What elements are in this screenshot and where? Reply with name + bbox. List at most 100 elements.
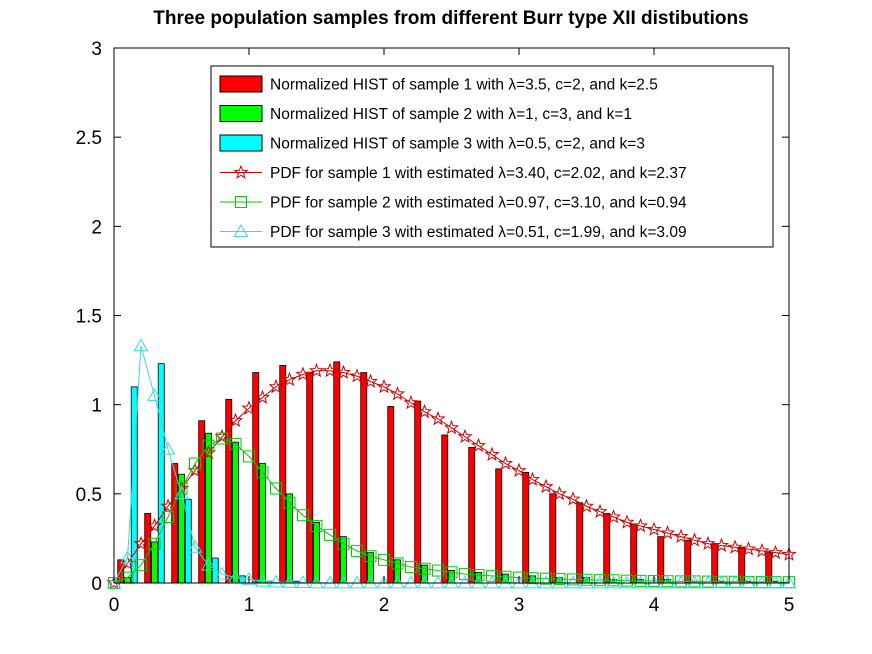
- pdf-marker-sample-1: [511, 462, 527, 478]
- pdf-marker-sample-3: [187, 539, 203, 553]
- bar-sample-1: [468, 447, 476, 584]
- legend-swatch-hist-2: [219, 105, 263, 122]
- bar-sample-1: [333, 361, 341, 584]
- pdf-marker-sample-1: [767, 544, 784, 560]
- chart-title: Three population samples from different …: [153, 8, 748, 29]
- legend: Normalized HIST of sample 1 with λ=3.5, …: [210, 65, 774, 248]
- y-tick-label: 0.5: [76, 485, 102, 506]
- pdf-marker-sample-3: [255, 573, 270, 587]
- pdf-marker-sample-3: [781, 575, 797, 589]
- pdf-marker-sample-2: [189, 457, 201, 470]
- y-axis: 0 0.5 1 1.5 2 2.5 3: [76, 39, 789, 595]
- bar-sample-1: [279, 365, 287, 584]
- pdf-marker-sample-1: [295, 366, 311, 381]
- pdf-marker-sample-2: [202, 439, 215, 452]
- pdf-marker-sample-1: [538, 478, 554, 494]
- pdf-marker-sample-3: [606, 575, 621, 589]
- pdf-marker-sample-1: [430, 410, 446, 426]
- pdf-marker-sample-2: [540, 572, 552, 585]
- pdf-marker-sample-1: [646, 521, 662, 536]
- pdf-marker-sample-1: [133, 535, 149, 551]
- pdf-marker-sample-1: [592, 503, 608, 519]
- pdf-marker-sample-1: [173, 480, 190, 495]
- bar-sample-1: [603, 513, 611, 584]
- pdf-marker-sample-2: [337, 537, 350, 550]
- y-tick-label: 2.5: [76, 128, 102, 149]
- pdf-marker-sample-2: [391, 557, 404, 570]
- pdf-marker-sample-1: [322, 362, 338, 378]
- legend-swatch-hist-3: [219, 134, 263, 152]
- pdf-marker-sample-1: [349, 368, 365, 383]
- pdf-marker-sample-1: [754, 542, 770, 558]
- pdf-marker-sample-3: [376, 575, 392, 589]
- pdf-marker-sample-3: [727, 575, 743, 589]
- pdf-marker-sample-1: [605, 509, 622, 524]
- pdf-marker-sample-3: [754, 575, 770, 589]
- pdf-marker-sample-1: [119, 555, 136, 570]
- pdf-marker-sample-2: [310, 519, 323, 532]
- pdf-marker-sample-3: [295, 575, 311, 589]
- legend-swatch-hist-1: [219, 75, 263, 93]
- bar-sample-1: [549, 493, 557, 584]
- pdf-marker-sample-3: [633, 575, 648, 589]
- pdf-marker-sample-3: [430, 575, 446, 589]
- pdf-marker-sample-2: [526, 572, 539, 585]
- pdf-marker-sample-1: [416, 403, 433, 419]
- pdf-marker-sample-3: [579, 575, 594, 589]
- pdf-marker-sample-1: [673, 528, 689, 544]
- pdf-marker-sample-2: [459, 568, 471, 581]
- pdf-marker-sample-3: [700, 575, 716, 589]
- pdf-marker-sample-3: [565, 575, 581, 589]
- pdf-marker-sample-3: [147, 388, 162, 402]
- bar-sample-1: [360, 372, 368, 584]
- pdf-marker-sample-3: [268, 574, 284, 588]
- pdf-marker-sample-2: [378, 553, 390, 566]
- pdf-marker-sample-3: [660, 575, 675, 589]
- pdf-marker-sample-3: [336, 575, 351, 589]
- pdf-marker-sample-2: [634, 574, 647, 587]
- bar-sample-1: [684, 539, 692, 584]
- legend-label-hist-1: Normalized HIST of sample 1 with λ=3.5, …: [270, 77, 658, 94]
- bar-sample-1: [495, 468, 503, 584]
- pdf-marker-sample-3: [552, 575, 567, 589]
- pdf-marker-sample-1: [740, 541, 757, 556]
- pdf-marker-sample-2: [418, 562, 431, 575]
- bar-sample-1: [387, 406, 395, 584]
- legend-box: [210, 65, 774, 248]
- pdf-marker-sample-1: [470, 437, 487, 453]
- pdf-marker-sample-1: [281, 371, 298, 387]
- pdf-marker-sample-1: [241, 400, 257, 415]
- pdf-marker-sample-3: [687, 575, 702, 589]
- pdf-marker-sample-2: [216, 432, 228, 445]
- legend-marker-pdf-1: [233, 164, 249, 179]
- bar-sample-1: [522, 472, 530, 584]
- pdf-marker-sample-3: [106, 575, 122, 589]
- pdf-marker-sample-1: [713, 537, 730, 552]
- pdf-marker-sample-1: [619, 514, 635, 529]
- pdf-marker-sample-1: [335, 364, 352, 379]
- legend-label-hist-2: Normalized HIST of sample 2 with λ=1, c=…: [270, 106, 632, 123]
- pdf-marker-sample-1: [146, 517, 163, 533]
- pdf-marker-sample-3: [768, 575, 783, 589]
- pdf-marker-sample-3: [214, 566, 230, 580]
- pdf-marker-sample-2: [621, 574, 633, 587]
- pdf-marker-sample-2: [148, 537, 161, 550]
- bar-sample-2: [259, 463, 266, 584]
- bar-sample-1: [171, 463, 179, 584]
- pdf-marker-sample-3: [390, 575, 405, 589]
- pdf-marker-sample-3: [525, 575, 540, 589]
- x-tick-label: 4: [649, 595, 660, 616]
- pdf-marker-sample-1: [403, 394, 419, 410]
- pdf-marker-sample-3: [417, 575, 432, 589]
- pdf-marker-sample-2: [567, 573, 579, 586]
- y-tick-label: 3: [91, 39, 102, 60]
- pdf-marker-sample-1: [565, 491, 581, 506]
- pdf-marker-sample-2: [594, 574, 606, 587]
- y-tick-label: 2: [91, 217, 102, 238]
- pdf-marker-sample-2: [162, 511, 174, 524]
- pdf-marker-sample-2: [364, 550, 377, 563]
- pdf-marker-sample-3: [444, 575, 459, 589]
- pdf-marker-sample-1: [160, 498, 176, 513]
- bar-sample-1: [711, 543, 719, 584]
